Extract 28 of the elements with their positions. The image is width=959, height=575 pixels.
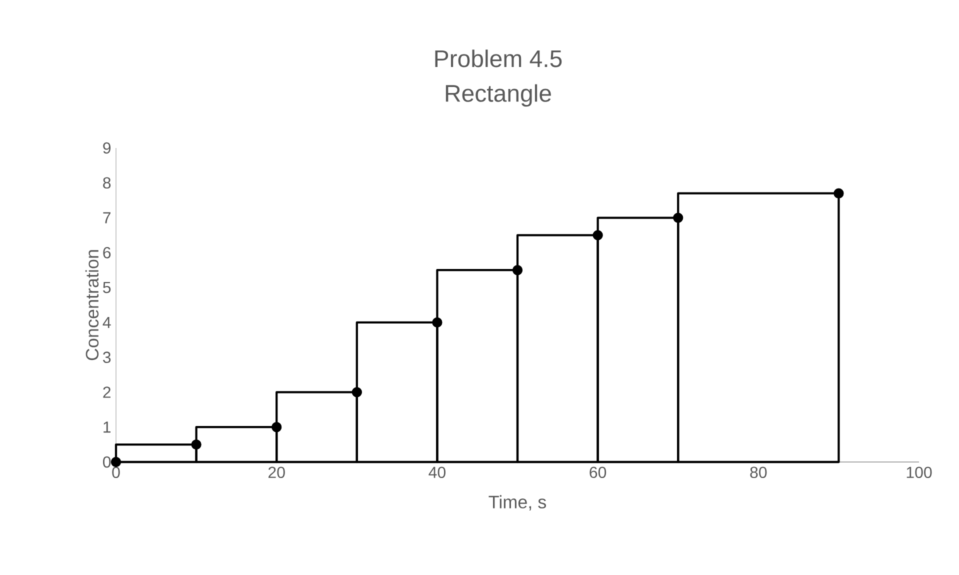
point <box>432 317 442 328</box>
point <box>352 387 362 398</box>
chart-title: Problem 4.5 <box>435 50 562 68</box>
x-tick-label: 0 <box>112 466 120 478</box>
x-tick-label: 40 <box>428 466 446 478</box>
x-tick-label: 20 <box>268 466 285 478</box>
y-tick-label: 4 <box>102 316 111 328</box>
y-tick-label: 1 <box>104 422 111 433</box>
point <box>272 422 282 432</box>
point <box>191 439 202 450</box>
chart-subtitle: Rectangle <box>446 84 551 107</box>
point <box>592 230 603 240</box>
x-tick-label: 60 <box>590 466 606 478</box>
y-tick-label: 9 <box>103 142 111 154</box>
y-tick-label: 2 <box>103 386 110 398</box>
y-tick-label: 0 <box>103 456 111 468</box>
point <box>673 212 684 223</box>
y-tick-label: 5 <box>103 282 111 294</box>
y-tick-label: 6 <box>103 247 111 258</box>
y-tick-label: 8 <box>103 177 111 189</box>
point <box>512 265 523 276</box>
x-axis-title: Time, s <box>488 495 546 511</box>
point <box>834 188 844 198</box>
y-tick-label: 7 <box>103 212 110 224</box>
x-tick-label: 80 <box>750 466 767 478</box>
y-axis-title: Concentration <box>85 250 99 360</box>
x-tick-label: 100 <box>906 466 932 478</box>
y-tick-label: 3 <box>103 352 111 363</box>
